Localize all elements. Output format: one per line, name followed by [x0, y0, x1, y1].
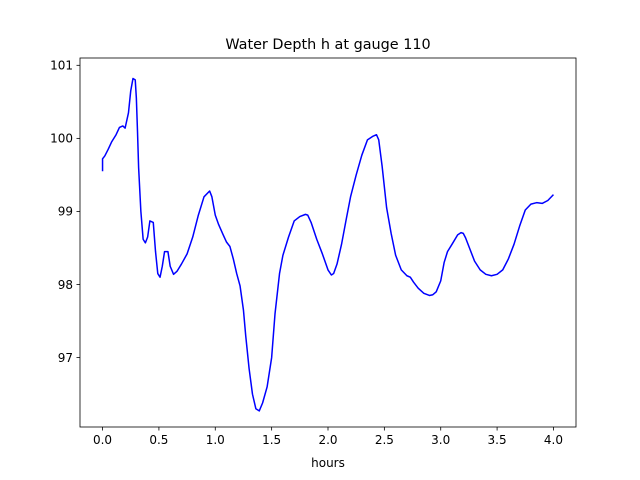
- x-tick-label: 1.0: [206, 433, 225, 447]
- x-tick-label: 0.0: [93, 433, 112, 447]
- x-tick-label: 3.0: [431, 433, 450, 447]
- y-tick-label: 98: [58, 278, 73, 292]
- y-tick-label: 100: [50, 132, 73, 146]
- y-tick-label: 99: [58, 205, 73, 219]
- chart-title: Water Depth h at gauge 110: [225, 37, 430, 53]
- x-tick-label: 4.0: [544, 433, 563, 447]
- plot-area: [101, 77, 554, 412]
- x-tick-label: 3.5: [488, 433, 507, 447]
- y-tick-label: 97: [58, 351, 73, 365]
- y-axis: 97 98 99 100 101: [50, 59, 80, 365]
- x-tick-label: 2.0: [318, 433, 337, 447]
- x-tick-label: 2.5: [375, 433, 394, 447]
- x-tick-label: 0.5: [149, 433, 168, 447]
- x-tick-label: 1.5: [262, 433, 281, 447]
- series-line: [101, 77, 554, 412]
- y-tick-label: 101: [50, 59, 73, 73]
- x-axis: 0.0 0.5 1.0 1.5 2.0 2.5 3.0 3.5 4.0: [93, 427, 563, 447]
- x-axis-label: hours: [311, 456, 345, 470]
